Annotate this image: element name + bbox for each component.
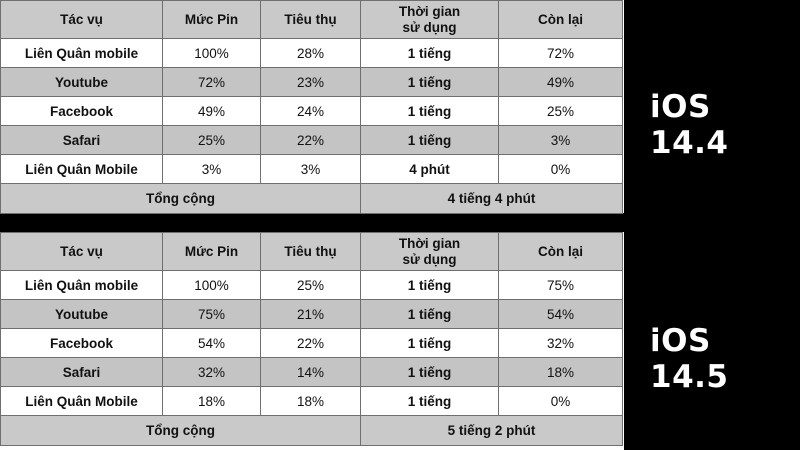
cell-time: 1 tiếng [360,357,499,387]
cell-consumed: 25% [260,270,361,300]
cell-consumed: 24% [260,96,361,126]
total-label: Tổng cộng [0,415,361,446]
cell-time: 1 tiếng [360,125,499,155]
battery-table-ios-14-5: Tác vụ Mức Pin Tiêu thụ Thời gian sử dụn… [0,232,623,446]
header-usage-time: Thời gian sử dụng [360,0,499,39]
cell-remaining: 25% [498,96,623,126]
cell-task: Safari [0,125,163,155]
cell-remaining: 72% [498,38,623,68]
cell-consumed: 18% [260,386,361,416]
header-usage-time: Thời gian sử dụng [360,232,499,271]
cell-task: Liên Quân Mobile [0,154,163,184]
header-battery: Mức Pin [162,232,261,271]
cell-time: 4 phút [360,154,499,184]
table-row: Youtube 72% 23% 1 tiếng 49% [0,67,623,97]
header-consumed: Tiêu thụ [260,232,361,271]
total-row: Tổng cộng 5 tiếng 2 phút [0,415,623,446]
total-time: 4 tiếng 4 phút [360,183,623,214]
table-row: Facebook 54% 22% 1 tiếng 32% [0,328,623,358]
header-usage-time-line-2: sử dụng [402,251,457,267]
cell-battery: 18% [162,386,261,416]
cell-time: 1 tiếng [360,67,499,97]
cell-remaining: 0% [498,386,623,416]
cell-task: Liên Quân mobile [0,270,163,300]
total-row: Tổng cộng 4 tiếng 4 phút [0,183,623,214]
table-header-row: Tác vụ Mức Pin Tiêu thụ Thời gian sử dụn… [0,0,623,39]
cell-remaining: 75% [498,270,623,300]
cell-task: Safari [0,357,163,387]
header-remaining: Còn lại [498,232,623,271]
cell-remaining: 54% [498,299,623,329]
cell-remaining: 32% [498,328,623,358]
cell-remaining: 0% [498,154,623,184]
cell-consumed: 28% [260,38,361,68]
ios-14-5-table-panel: Tác vụ Mức Pin Tiêu thụ Thời gian sử dụn… [0,232,624,450]
table-row: Liên Quân mobile 100% 28% 1 tiếng 72% [0,38,623,68]
cell-battery: 72% [162,67,261,97]
ios-version-label: iOS 14.5 [650,323,729,395]
header-usage-time-line-1: Thời gian [398,3,461,19]
cell-battery: 49% [162,96,261,126]
table-row: Liên Quân Mobile 3% 3% 4 phút 0% [0,154,623,184]
table-row: Facebook 49% 24% 1 tiếng 25% [0,96,623,126]
cell-consumed: 21% [260,299,361,329]
cell-task: Youtube [0,67,163,97]
cell-battery: 25% [162,125,261,155]
cell-consumed: 22% [260,328,361,358]
cell-remaining: 18% [498,357,623,387]
total-label: Tổng cộng [0,183,361,214]
header-task: Tác vụ [0,232,163,271]
cell-battery: 100% [162,270,261,300]
header-task: Tác vụ [0,0,163,39]
table-row: Liên Quân Mobile 18% 18% 1 tiếng 0% [0,386,623,416]
table-row: Youtube 75% 21% 1 tiếng 54% [0,299,623,329]
header-remaining: Còn lại [498,0,623,39]
header-consumed: Tiêu thụ [260,0,361,39]
cell-battery: 32% [162,357,261,387]
table-row: Safari 25% 22% 1 tiếng 3% [0,125,623,155]
header-usage-time-line-2: sử dụng [402,19,457,35]
cell-remaining: 49% [498,67,623,97]
battery-table-ios-14-4: Tác vụ Mức Pin Tiêu thụ Thời gian sử dụn… [0,0,623,214]
cell-time: 1 tiếng [360,38,499,68]
cell-battery: 54% [162,328,261,358]
cell-time: 1 tiếng [360,299,499,329]
ios-version-label: iOS 14.4 [650,89,729,161]
table-header-row: Tác vụ Mức Pin Tiêu thụ Thời gian sử dụn… [0,232,623,271]
cell-battery: 75% [162,299,261,329]
cell-task: Facebook [0,328,163,358]
cell-task: Liên Quân Mobile [0,386,163,416]
table-row: Safari 32% 14% 1 tiếng 18% [0,357,623,387]
cell-battery: 100% [162,38,261,68]
cell-consumed: 3% [260,154,361,184]
cell-consumed: 22% [260,125,361,155]
cell-task: Youtube [0,299,163,329]
cell-time: 1 tiếng [360,328,499,358]
cell-task: Liên Quân mobile [0,38,163,68]
ios-14-4-table-panel: Tác vụ Mức Pin Tiêu thụ Thời gian sử dụn… [0,0,624,214]
cell-consumed: 23% [260,67,361,97]
cell-time: 1 tiếng [360,270,499,300]
cell-remaining: 3% [498,125,623,155]
header-battery: Mức Pin [162,0,261,39]
table-row: Liên Quân mobile 100% 25% 1 tiếng 75% [0,270,623,300]
total-time: 5 tiếng 2 phút [360,415,623,446]
cell-battery: 3% [162,154,261,184]
cell-task: Facebook [0,96,163,126]
cell-consumed: 14% [260,357,361,387]
cell-time: 1 tiếng [360,96,499,126]
cell-time: 1 tiếng [360,386,499,416]
header-usage-time-line-1: Thời gian [398,235,461,251]
